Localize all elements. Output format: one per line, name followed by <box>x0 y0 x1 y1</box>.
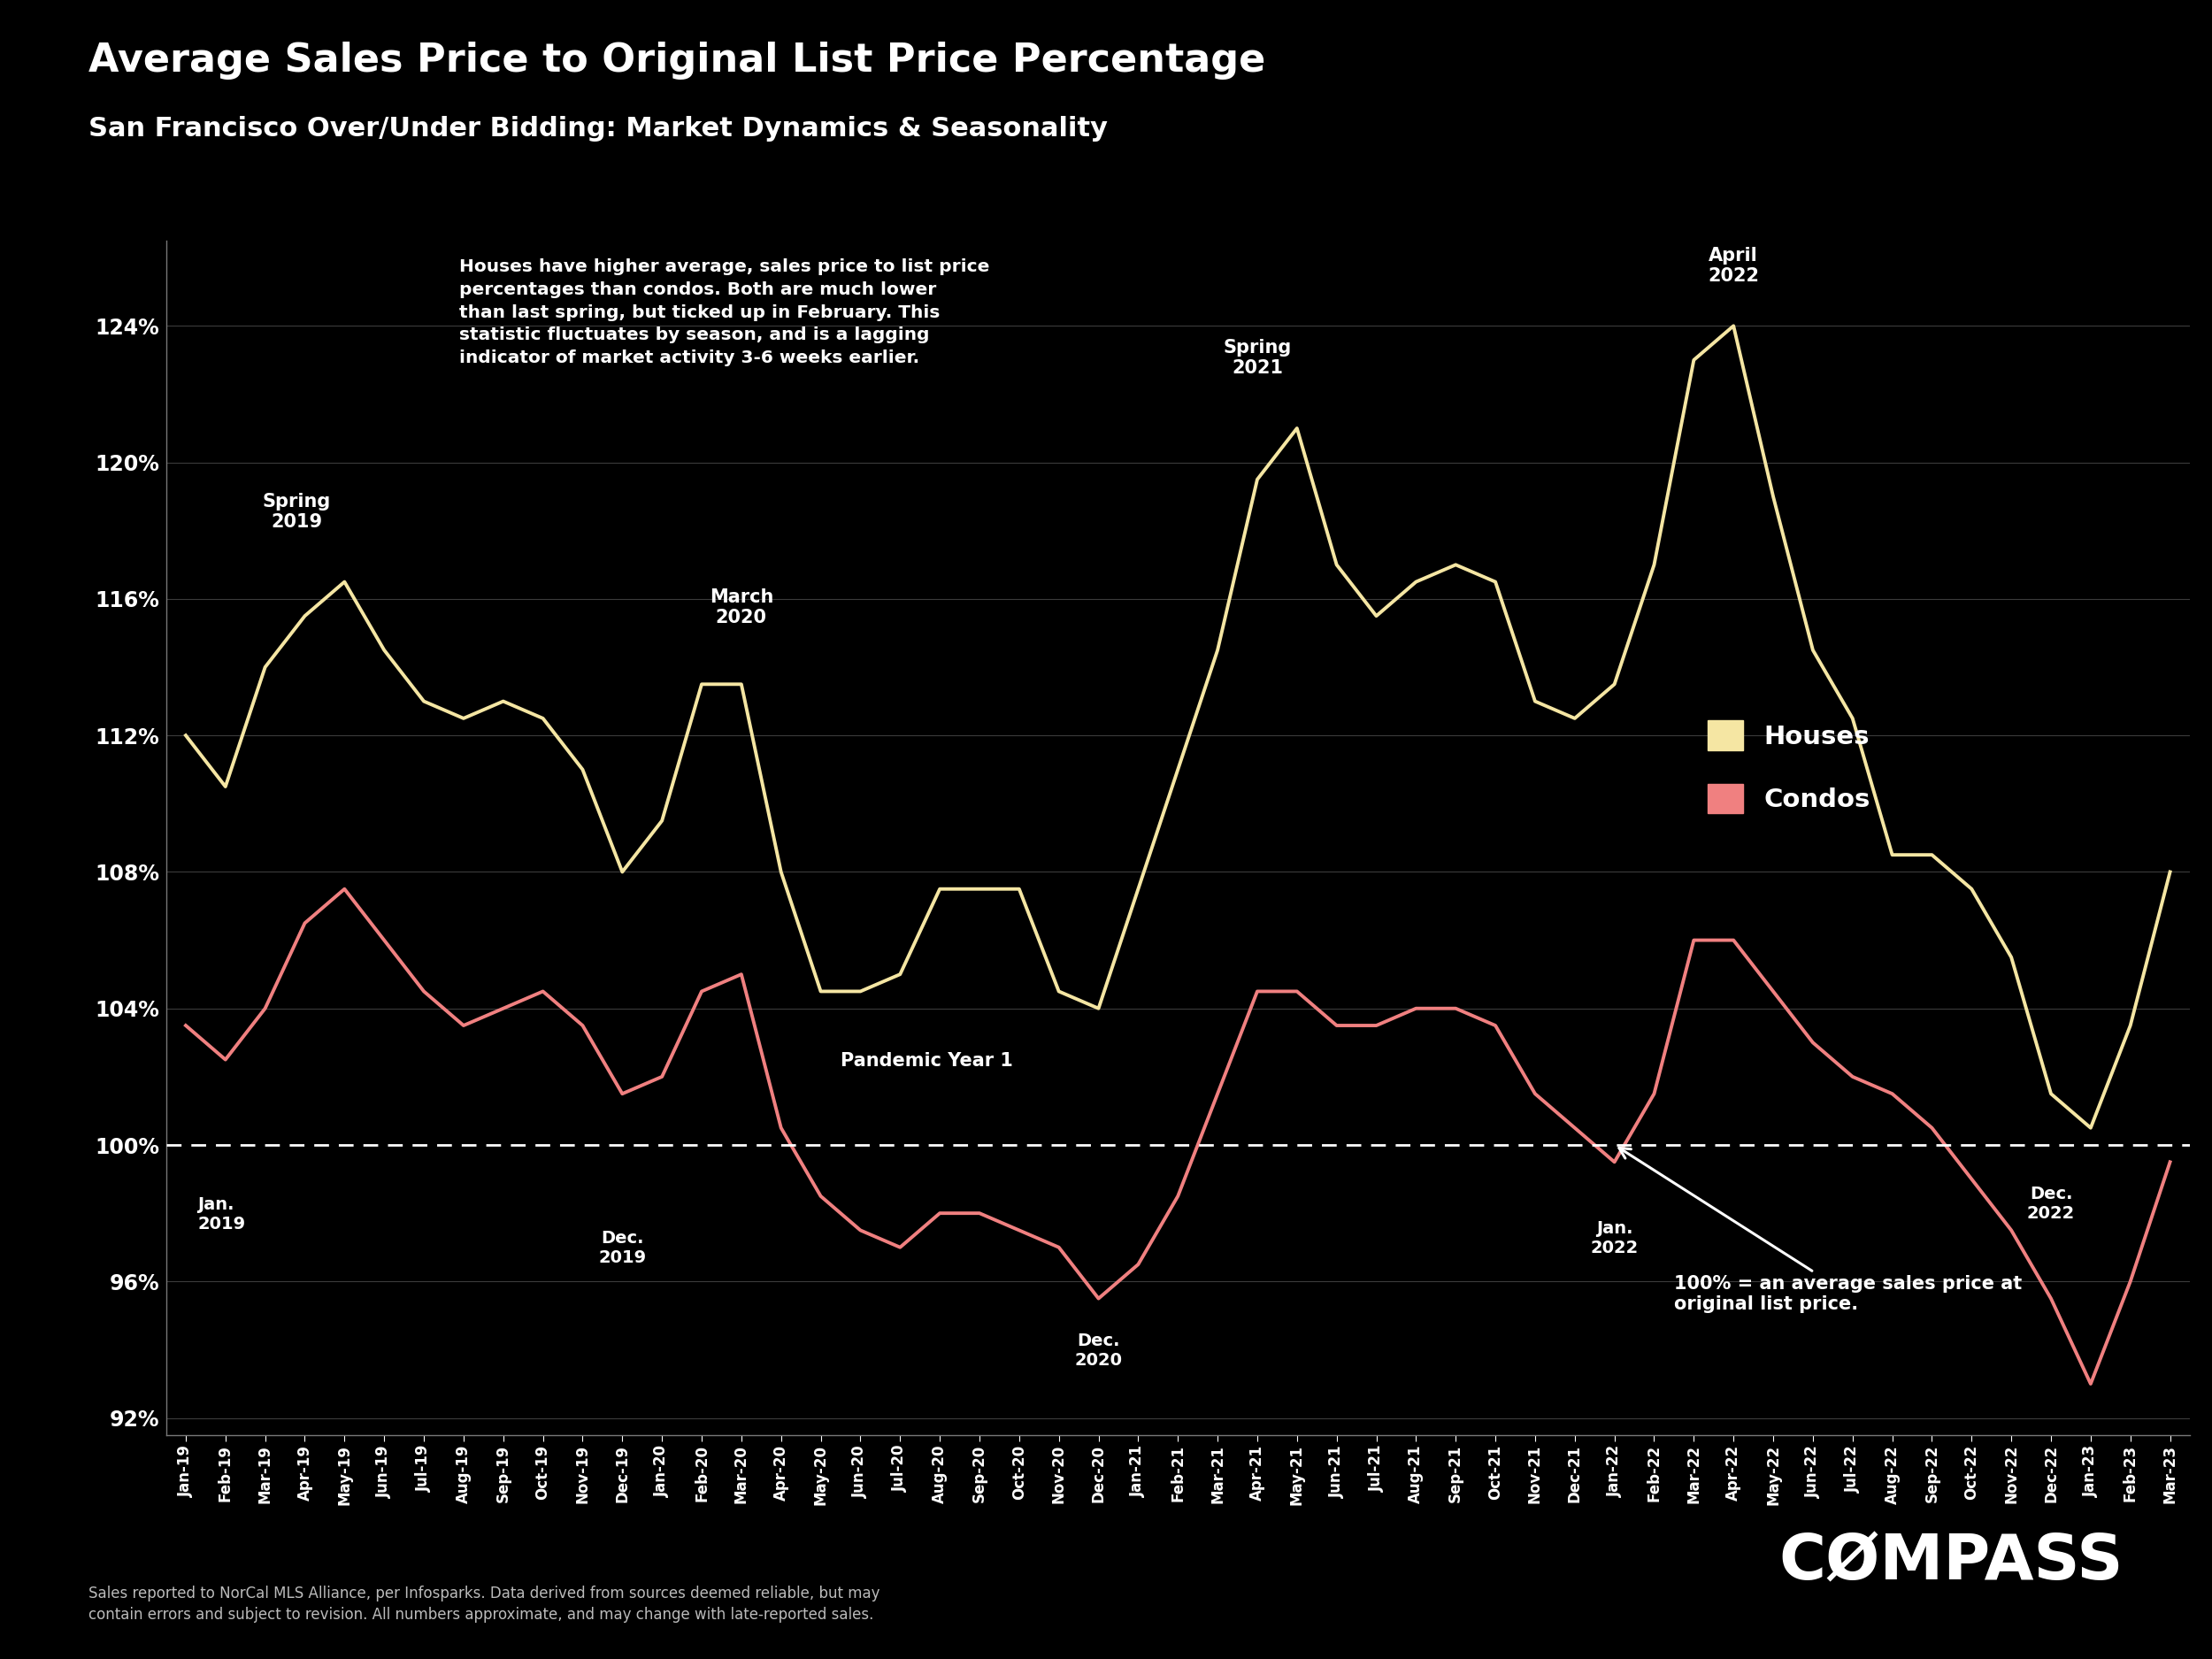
Text: Dec.
2019: Dec. 2019 <box>597 1231 646 1266</box>
Text: Spring
2021: Spring 2021 <box>1223 338 1292 377</box>
Legend: Houses, Condos: Houses, Condos <box>1694 707 1882 826</box>
Text: Houses have higher average, sales price to list price
percentages than condos. B: Houses have higher average, sales price … <box>460 259 989 367</box>
Text: March
2020: March 2020 <box>710 587 774 625</box>
Text: CØMPASS: CØMPASS <box>1778 1531 2124 1593</box>
Text: 100% = an average sales price at
original list price.: 100% = an average sales price at origina… <box>1619 1148 2022 1312</box>
Text: April
2022: April 2022 <box>1708 247 1759 285</box>
Text: Dec.
2020: Dec. 2020 <box>1075 1332 1121 1369</box>
Text: Jan.
2022: Jan. 2022 <box>1590 1219 1639 1256</box>
Text: San Francisco Over/Under Bidding: Market Dynamics & Seasonality: San Francisco Over/Under Bidding: Market… <box>88 116 1108 141</box>
Text: Dec.
2022: Dec. 2022 <box>2026 1186 2075 1223</box>
Text: Spring
2019: Spring 2019 <box>263 493 332 531</box>
Text: Jan.
2019: Jan. 2019 <box>197 1196 246 1233</box>
Text: Sales reported to NorCal MLS Alliance, per Infosparks. Data derived from sources: Sales reported to NorCal MLS Alliance, p… <box>88 1586 880 1623</box>
Text: Pandemic Year 1: Pandemic Year 1 <box>841 1052 1013 1070</box>
Text: Average Sales Price to Original List Price Percentage: Average Sales Price to Original List Pri… <box>88 41 1265 80</box>
